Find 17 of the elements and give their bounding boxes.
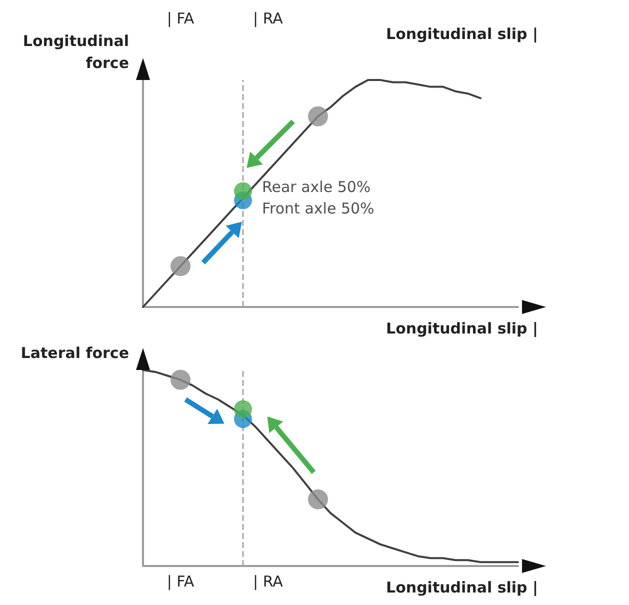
- point: [170, 370, 190, 390]
- point: [308, 106, 328, 126]
- x-tick-label: | FA: [166, 10, 195, 28]
- x2-axis-title: Longitudinal slip |: [386, 25, 538, 43]
- point: [234, 182, 252, 200]
- x-tick-label: | RA: [253, 572, 284, 590]
- point: [170, 256, 190, 276]
- y-axis-title: Longitudinal force: [22, 31, 129, 74]
- legend-label: Rear axle 50%: [262, 178, 371, 196]
- point: [234, 400, 252, 418]
- x-tick-label: | FA: [166, 572, 195, 590]
- x-axis-title: Longitudinal slip |: [386, 320, 538, 338]
- point: [308, 489, 328, 510]
- x-tick-label: | RA: [253, 10, 284, 28]
- series-label: Front axle 50%: [262, 199, 374, 218]
- x-axis-title: Longitudinal slip |: [386, 578, 538, 596]
- y-axis-title: Lateral force: [20, 343, 129, 364]
